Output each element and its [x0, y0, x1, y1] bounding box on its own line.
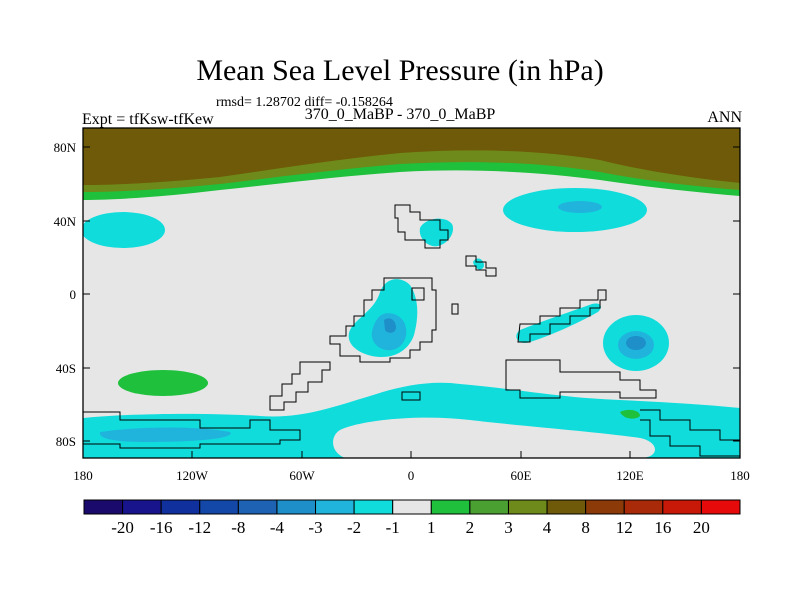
- period-label: ANN: [707, 109, 742, 126]
- colorbar-label: 4: [542, 518, 552, 537]
- colorbar-swatch: [83, 499, 124, 515]
- colorbar-label: -1: [385, 518, 400, 537]
- lat-label-80s: 80S: [55, 434, 76, 449]
- blue-dark-blob-east: [626, 336, 646, 350]
- lon-label-180e: 180: [730, 468, 750, 483]
- colorbar-swatch: [623, 499, 664, 515]
- coast-west-pacific: [505, 359, 657, 399]
- coast-south-cone: [269, 361, 331, 411]
- stats-text: rmsd= 1.28702 diff= -0.158264: [216, 95, 393, 110]
- colorbar-label: 2: [465, 518, 475, 537]
- cyan-blob-nw: [83, 212, 165, 248]
- coast-antarctic-east-2: [640, 419, 740, 457]
- coast-pacific-ne: [411, 287, 425, 301]
- comparison-label: 370_0_MaBP - 370_0_MaBP: [304, 106, 496, 123]
- colorbar-label: 16: [654, 518, 672, 537]
- colorbar-swatch: [469, 499, 509, 515]
- colorbar-label: 12: [615, 518, 633, 537]
- lon-label-60e: 60E: [510, 468, 532, 483]
- colorbar-swatch: [237, 499, 278, 515]
- colorbar-label: -8: [231, 518, 246, 537]
- experiment-label: Expt = tfKsw-tfKew: [82, 111, 214, 128]
- coast-europe: [465, 255, 497, 277]
- cyan-blob-north-atlantic: [419, 218, 454, 247]
- colorbar-swatch: [700, 499, 741, 515]
- lon-label-120e: 120E: [616, 468, 644, 483]
- blue-dark-atlantic: [384, 318, 396, 333]
- map-title: Mean Sea Level Pressure (in hPa): [196, 54, 604, 87]
- coast-north-america-east: [394, 204, 449, 249]
- green-blob-south: [118, 370, 208, 396]
- colorbar-label: 3: [504, 518, 513, 537]
- lat-label-40n: 40N: [53, 214, 76, 229]
- colorbar: [83, 499, 741, 515]
- colorbar-label: 20: [692, 518, 710, 537]
- colorbar-swatch: [585, 499, 625, 515]
- cyan-indian-streak: [516, 303, 601, 343]
- blue-band-south: [99, 427, 231, 442]
- colorbar-label: -4: [269, 518, 285, 537]
- map-field: [83, 128, 740, 458]
- lon-label-60w: 60W: [289, 468, 315, 483]
- colorbar-swatch: [507, 499, 548, 515]
- north-band-dark: [83, 128, 740, 185]
- colorbar-swatch: [122, 499, 162, 515]
- coast-south-lake: [401, 391, 421, 401]
- colorbar-swatch: [392, 499, 432, 515]
- coastlines: [83, 204, 740, 457]
- green-patch-south: [620, 409, 640, 419]
- colorbar-label: -16: [149, 518, 173, 537]
- axis-ticks: [82, 146, 741, 458]
- colorbar-swatch: [160, 499, 201, 515]
- coast-antarctic-east: [640, 409, 740, 441]
- blue-blob-ne: [558, 201, 602, 213]
- lat-label-80n: 80N: [53, 140, 76, 155]
- colorbar-swatch: [276, 499, 317, 515]
- colorbar-swatch: [662, 499, 702, 515]
- southern-light-hole: [333, 417, 655, 458]
- coast-africa: [451, 303, 459, 315]
- colorbar-label: 8: [581, 518, 590, 537]
- lat-label-40s: 40S: [55, 361, 76, 376]
- lon-label-0: 0: [407, 468, 415, 483]
- colorbar-label: -20: [111, 518, 134, 537]
- colorbar-swatch: [546, 499, 587, 515]
- lat-label-0: 0: [69, 287, 77, 302]
- lon-label-120w: 120W: [176, 468, 208, 483]
- colorbar-swatch: [315, 499, 355, 515]
- colorbar-label: -3: [308, 518, 323, 537]
- colorbar-swatch: [199, 499, 239, 515]
- colorbar-swatch: [430, 499, 471, 515]
- colorbar-label: -2: [347, 518, 362, 537]
- lon-label-180w: 180: [73, 468, 93, 483]
- coast-antarctic-west: [83, 411, 301, 449]
- colorbar-swatch: [353, 499, 394, 515]
- colorbar-label: 1: [427, 518, 436, 537]
- coast-indian: [517, 289, 607, 343]
- colorbar-label: -12: [188, 518, 212, 537]
- coast-south-america: [329, 277, 437, 363]
